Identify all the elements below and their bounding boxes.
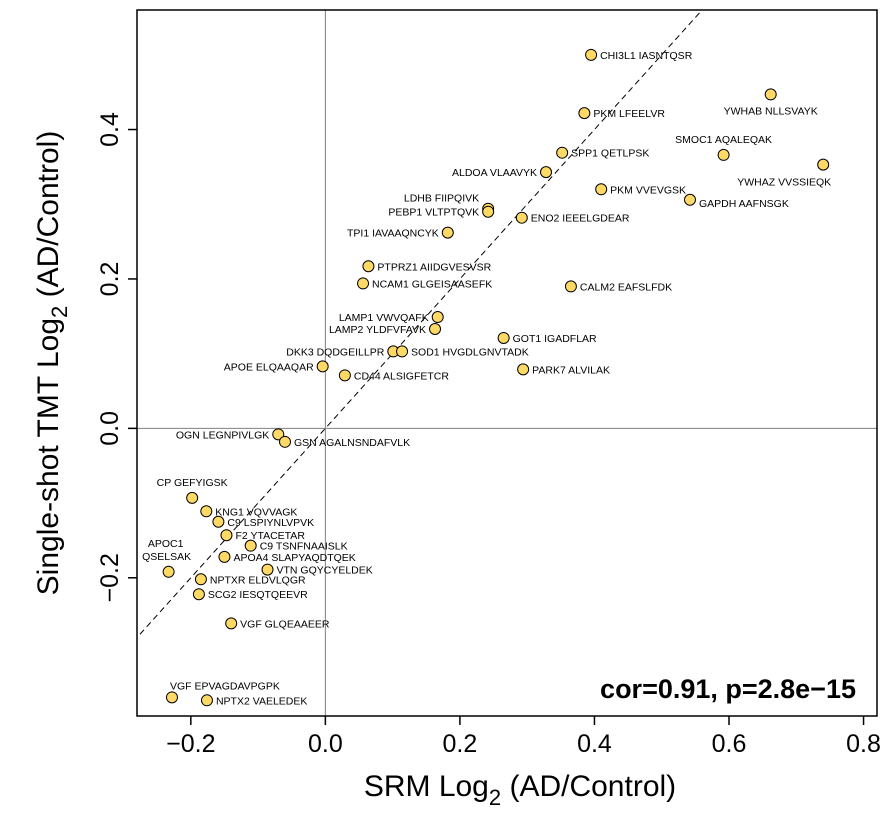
y-tick-label: 0.2	[96, 262, 124, 297]
point-label: NPTXR ELDVLQGR	[210, 574, 306, 586]
data-point	[186, 491, 199, 504]
data-point	[429, 323, 442, 336]
point-label: PTPRZ1 AIIDGVESVSR	[377, 261, 491, 273]
point-label: VGF EPVAGDAVPGPK	[170, 680, 280, 692]
x-tick-label: 0.0	[308, 730, 343, 758]
data-point	[192, 588, 205, 601]
data-point	[431, 311, 444, 324]
point-label: NPTX2 VAELEDEK	[216, 695, 307, 707]
correlation-annotation: cor=0.91, p=2.8e−15	[600, 674, 856, 704]
data-point	[578, 107, 591, 120]
data-point	[497, 331, 510, 344]
x-tick-label: 0.8	[846, 730, 881, 758]
x-axis: −0.2 0.0 0.2 0.4 0.6 0.8	[166, 716, 881, 758]
x-tick-label: 0.2	[443, 730, 478, 758]
point-label: F2 YTACETAR	[235, 530, 305, 542]
data-point	[556, 146, 569, 159]
data-point	[362, 260, 375, 273]
x-axis-title: SRM Log2 (AD/Control)	[364, 770, 676, 810]
point-label: SOD1 HVGDLGNVTADK	[411, 346, 529, 358]
x-tick-label: −0.2	[166, 730, 215, 758]
data-point	[165, 691, 178, 704]
data-point	[162, 565, 175, 578]
data-point	[585, 48, 598, 61]
data-point	[279, 435, 291, 448]
point-label: NCAM1 GLGEISAASEFK	[372, 278, 492, 290]
data-point	[517, 363, 530, 376]
point-label: LDHB FIIPQIVK	[404, 193, 479, 205]
point-label: APOC1	[148, 538, 184, 550]
plot-frame	[136, 9, 878, 717]
point-label: LAMP2 YLDFVFAVK	[329, 324, 426, 336]
point-label: YWHAZ VVSSIEQK	[737, 177, 831, 189]
data-point	[194, 573, 207, 586]
point-label: KNG1 VQVVAGK	[215, 506, 297, 518]
data-point	[396, 345, 409, 358]
identity-line	[137, 10, 703, 639]
y-axis-title: Single-shot TMT Log2 (AD/Control)	[32, 131, 72, 596]
point-label: OGN LEGNPIVLGK	[176, 429, 269, 441]
data-point	[357, 277, 370, 290]
data-point	[717, 148, 730, 161]
point-label: VTN GQYCYELDEK	[277, 565, 373, 577]
data-point	[218, 550, 231, 563]
point-label: GSN AGALNSNDAFVLK	[294, 437, 410, 449]
data-point	[200, 694, 213, 707]
point-label: C9 TSNFNAAISLK	[260, 541, 348, 553]
point-label: YWHAB NLLSVAYK	[724, 105, 818, 117]
point-label: GAPDH AAFNSGK	[699, 198, 789, 210]
data-point	[272, 428, 285, 441]
data-point	[764, 88, 777, 101]
data-point	[817, 158, 830, 171]
data-point	[225, 617, 238, 630]
data-point	[482, 205, 495, 218]
point-label: PARK7 ALVILAK	[532, 364, 610, 376]
data-point	[515, 211, 528, 224]
data-point	[200, 505, 213, 518]
point-label: APOE ELQAAQAR	[224, 361, 314, 373]
point-label: PKM VVEVGSK	[610, 184, 686, 196]
x-tick-label: 0.4	[577, 730, 612, 758]
data-point	[244, 539, 257, 552]
data-point	[683, 193, 696, 206]
data-point	[212, 515, 225, 528]
point-label: CD44 ALSIGFETCR	[354, 370, 450, 382]
data-point	[316, 360, 329, 373]
x-tick-label: 0.6	[712, 730, 747, 758]
y-tick-label: 0.4	[96, 112, 124, 147]
point-label: C9 LSPIYNLVPVK	[227, 517, 314, 529]
point-label: SCG2 IESQTQEEVR	[208, 589, 308, 601]
point-label: QSELSAK	[142, 551, 191, 563]
data-point	[441, 226, 454, 239]
point-labels: CHI3L1 IASNTQSR PKM LFEELVR YWHAB NLLSVAYK…	[142, 50, 831, 707]
point-label: DKK3 DQDGEILLPR	[286, 346, 384, 358]
data-point	[338, 369, 351, 382]
data-point	[220, 529, 233, 542]
point-label: CHI3L1 IASNTQSR	[600, 50, 693, 62]
y-axis: −0.2 0.0 0.2 0.4	[96, 112, 137, 602]
data-point	[261, 563, 274, 576]
point-label: VGF GLQEAAEER	[240, 618, 330, 630]
point-label: GOT1 IGADFLAR	[513, 333, 597, 345]
point-label: ALDOA VLAAVYK	[452, 167, 537, 179]
y-tick-label: −0.2	[96, 553, 124, 602]
point-label: APOA4 SLAPYAQDTQEK	[233, 552, 355, 564]
point-label: LAMP1 VWVQAFK	[339, 312, 429, 324]
data-point	[564, 280, 577, 293]
point-label: SMOC1 AQALEQAK	[675, 134, 772, 146]
point-label: PEBP1 VLTPTQVK	[388, 207, 479, 219]
point-label: PKM LFEELVR	[593, 108, 665, 120]
y-tick-label: 0.0	[96, 411, 124, 446]
point-label: ENO2 IEEELGDEAR	[531, 213, 630, 225]
point-label: SPP1 QETLPSK	[571, 148, 649, 160]
data-point	[595, 183, 608, 196]
data-points	[162, 48, 830, 707]
point-label: CP GEFYIGSK	[157, 477, 228, 489]
point-label: TPI1 IAVAAQNCYK	[347, 228, 439, 240]
data-point	[540, 166, 553, 179]
point-label: CALM2 EAFSLFDK	[580, 281, 672, 293]
